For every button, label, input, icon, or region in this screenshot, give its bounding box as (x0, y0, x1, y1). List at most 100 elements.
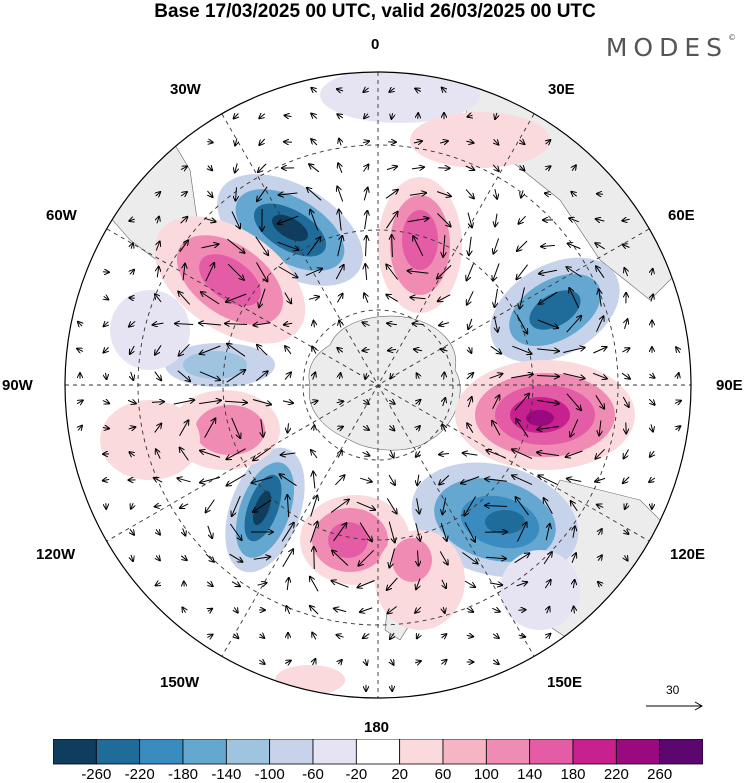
wind-vector-arrow (416, 450, 420, 457)
wind-vector-arrow (199, 371, 220, 380)
wind-vector-arrow (386, 265, 399, 280)
wind-vector-arrow (439, 323, 450, 326)
wind-vector-arrow (416, 578, 420, 590)
colorbar-tick-label: 60 (434, 766, 452, 783)
wind-vector-arrow (511, 374, 533, 379)
wind-vector-arrow (462, 552, 477, 564)
wind-vector-arrow (226, 293, 247, 302)
wind-vector-arrow (417, 474, 419, 486)
lon-label-30e: 30E (548, 81, 575, 98)
wind-vector-arrow (539, 269, 558, 273)
colorbar-tick-label: 20 (391, 766, 408, 783)
wind-vector-arrow (338, 163, 342, 173)
wind-vector-arrow (200, 476, 221, 482)
wind-vector-arrow (521, 190, 523, 197)
wind-vector-arrow (539, 475, 558, 486)
wind-vector-arrow (156, 449, 161, 459)
wind-vector-arrow (563, 373, 584, 379)
wind-vector-arrow (467, 423, 474, 433)
wind-vector-arrow (287, 495, 288, 518)
wind-vector-arrow (595, 243, 605, 250)
anomaly-field (100, 72, 635, 695)
wind-vector-arrow (208, 609, 212, 612)
wind-vector-arrow (259, 288, 266, 308)
wind-vector-arrow (130, 270, 134, 275)
wind-vector-arrow (518, 610, 525, 611)
wind-vector-arrow (340, 373, 341, 379)
colorbar-swatch (312, 739, 357, 765)
wind-vector-arrow (622, 348, 630, 352)
wind-vector-arrow (336, 401, 344, 402)
colorbar-tick-label: 180 (560, 766, 586, 783)
colorbar-tick-label: -260 (81, 766, 112, 783)
wind-vector-arrow (207, 142, 212, 143)
wind-vector-arrow (282, 401, 293, 403)
wind-vector-arrow (492, 634, 499, 638)
wind-vector-arrow (570, 419, 579, 436)
wind-vector-arrow (338, 451, 342, 458)
wind-vector-arrow (464, 522, 475, 541)
colorbar-swatch (615, 739, 661, 765)
wind-vector-arrow (311, 139, 318, 146)
wind-vector-arrow (571, 192, 576, 197)
wind-vector-arrow (284, 372, 291, 380)
wind-vector-arrow (439, 141, 448, 143)
colorbar-swatch (139, 739, 184, 765)
wind-vector-arrow (312, 633, 316, 640)
wind-vector-arrow (104, 296, 109, 299)
wind-vector-arrow (366, 236, 367, 257)
wind-vector-arrow (208, 190, 213, 197)
wind-vector-arrow (180, 448, 189, 461)
wind-vector-arrow (156, 529, 160, 534)
wind-vector-arrow (436, 191, 451, 197)
wind-vector-arrow (364, 114, 368, 119)
wind-vector-arrow (438, 294, 451, 302)
wind-vector-arrow (651, 295, 653, 302)
wind-vector-arrow (358, 549, 375, 565)
wind-vector-arrow (362, 141, 369, 143)
wind-vector-arrow (569, 218, 579, 222)
wind-vector-arrow (622, 396, 629, 407)
wind-vector-arrow (286, 606, 289, 615)
wind-vector-arrow (495, 213, 497, 227)
wind-vector-arrow (516, 419, 529, 438)
wind-vector-arrow (207, 525, 212, 538)
wind-vector-arrow (337, 236, 343, 257)
wind-vector-arrow (177, 478, 191, 482)
wind-vector-arrow (226, 448, 246, 460)
wind-vector-arrow (337, 187, 344, 202)
wind-vector-arrow (229, 553, 243, 562)
wind-vector-arrow (156, 583, 161, 586)
wind-vector-arrow (365, 658, 367, 665)
wind-vector-arrow (281, 523, 294, 542)
wind-vector-arrow (253, 323, 271, 326)
wind-vector-arrow (257, 583, 267, 585)
colorbar-swatch (95, 739, 141, 765)
wind-vector-arrow (236, 187, 237, 200)
wind-vector-arrow (595, 395, 604, 408)
wind-vector-arrow (314, 321, 315, 328)
wind-vector-arrow (572, 553, 576, 563)
wind-vector-arrow (566, 267, 582, 278)
wind-vector-arrow (546, 634, 551, 639)
wind-vector-arrow (310, 577, 319, 592)
wind-vector-arrow (568, 243, 581, 250)
wind-vector-arrow (649, 478, 656, 482)
wind-vector-arrow (650, 450, 654, 457)
wind-vector-arrow (469, 346, 472, 353)
wind-vector-arrow (595, 448, 605, 458)
wind-vector-arrow (390, 426, 395, 431)
lon-label-60e: 60E (668, 207, 695, 224)
wind-vector-arrow (313, 372, 316, 380)
wind-vector-arrow (544, 580, 550, 589)
wind-vector-arrow (567, 479, 582, 482)
wind-vector-arrow (314, 425, 315, 431)
wind-vector-arrow (417, 634, 419, 639)
wind-vector-arrow (229, 523, 241, 540)
wind-vector-arrow (130, 528, 134, 535)
wind-vector-arrow (362, 426, 369, 430)
wind-vector-arrow (363, 349, 370, 350)
wind-vector-arrow (537, 427, 559, 430)
wind-vector-arrow (206, 499, 215, 513)
